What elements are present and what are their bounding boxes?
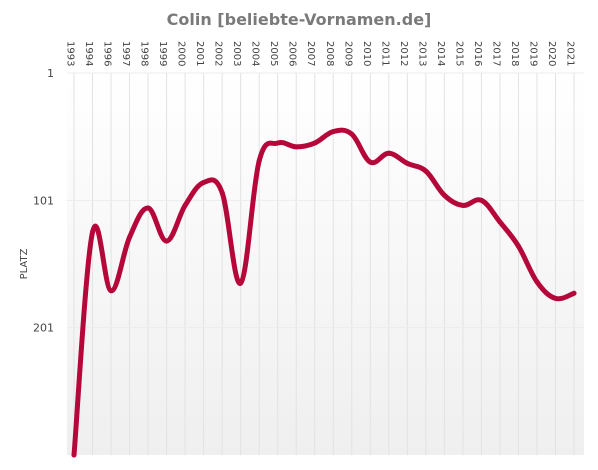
x-tick-label: 2015 bbox=[453, 41, 464, 66]
x-tick-label: 1996 bbox=[102, 41, 113, 66]
data-point bbox=[404, 160, 410, 166]
x-tick-label: 2011 bbox=[379, 41, 390, 66]
x-tick-label: 2018 bbox=[509, 41, 520, 66]
x-tick-label: 1998 bbox=[139, 41, 150, 66]
data-point bbox=[108, 288, 114, 294]
data-point bbox=[312, 140, 318, 146]
data-point bbox=[238, 280, 244, 286]
x-tick-label: 2003 bbox=[231, 41, 242, 66]
x-tick-label: 2002 bbox=[213, 41, 224, 66]
data-point bbox=[275, 140, 281, 146]
series-line bbox=[71, 127, 577, 458]
x-tick-label: 2000 bbox=[176, 41, 187, 66]
x-tick-label: 2013 bbox=[416, 41, 427, 66]
data-point bbox=[71, 452, 77, 458]
grid-lines bbox=[67, 72, 584, 455]
x-tick-label: 2005 bbox=[268, 41, 279, 66]
x-tick-label: 2001 bbox=[194, 41, 205, 66]
data-point bbox=[478, 197, 484, 203]
data-point bbox=[219, 190, 225, 196]
x-tick-label: 2019 bbox=[527, 41, 538, 66]
x-tick-label: 2020 bbox=[546, 41, 557, 66]
data-point bbox=[552, 295, 558, 301]
data-point bbox=[386, 150, 392, 156]
x-tick-label: 2004 bbox=[250, 41, 261, 66]
y-axis: 1 101 201 bbox=[33, 67, 54, 335]
x-tick-label: 2008 bbox=[324, 41, 335, 66]
data-point bbox=[367, 159, 373, 165]
x-tick-label: 2010 bbox=[361, 41, 372, 66]
x-axis: 1993 1994 1996 1997 1998 1999 2000 2001 2002 2003… bbox=[65, 41, 576, 66]
y-tick-label: 201 bbox=[33, 322, 54, 335]
x-tick-label: 1993 bbox=[65, 41, 76, 66]
chart-title: Colin [beliebte-Vornamen.de] bbox=[167, 10, 432, 29]
x-tick-label: 2017 bbox=[490, 41, 501, 66]
data-point bbox=[256, 158, 262, 164]
data-point bbox=[330, 129, 336, 135]
data-point bbox=[497, 219, 503, 225]
x-tick-label: 1997 bbox=[120, 41, 131, 66]
x-tick-label: 2016 bbox=[472, 41, 483, 66]
series-layer bbox=[71, 127, 577, 458]
data-point bbox=[349, 131, 355, 137]
y-axis-label: PLATZ bbox=[19, 248, 30, 279]
x-tick-label: 1999 bbox=[157, 41, 168, 66]
y-tick-label: 101 bbox=[33, 194, 54, 207]
data-point bbox=[127, 234, 133, 240]
x-tick-label: 2009 bbox=[342, 41, 353, 66]
data-point bbox=[182, 202, 188, 208]
x-tick-label: 1994 bbox=[83, 41, 94, 66]
data-point bbox=[571, 290, 577, 296]
data-point bbox=[534, 279, 540, 285]
data-point bbox=[201, 180, 207, 186]
x-tick-label: 2021 bbox=[565, 41, 576, 66]
data-point bbox=[460, 202, 466, 208]
plot-background bbox=[67, 73, 584, 455]
data-point bbox=[423, 168, 429, 174]
data-point bbox=[164, 238, 170, 244]
x-tick-label: 2006 bbox=[287, 41, 298, 66]
data-point bbox=[145, 205, 151, 211]
x-tick-label: 2014 bbox=[435, 41, 446, 66]
data-point bbox=[293, 144, 299, 150]
data-point bbox=[515, 243, 521, 249]
x-tick-label: 2012 bbox=[398, 41, 409, 66]
x-tick-label: 2007 bbox=[305, 41, 316, 66]
data-point bbox=[441, 192, 447, 198]
y-tick-label: 1 bbox=[47, 67, 54, 80]
data-point bbox=[90, 229, 96, 235]
